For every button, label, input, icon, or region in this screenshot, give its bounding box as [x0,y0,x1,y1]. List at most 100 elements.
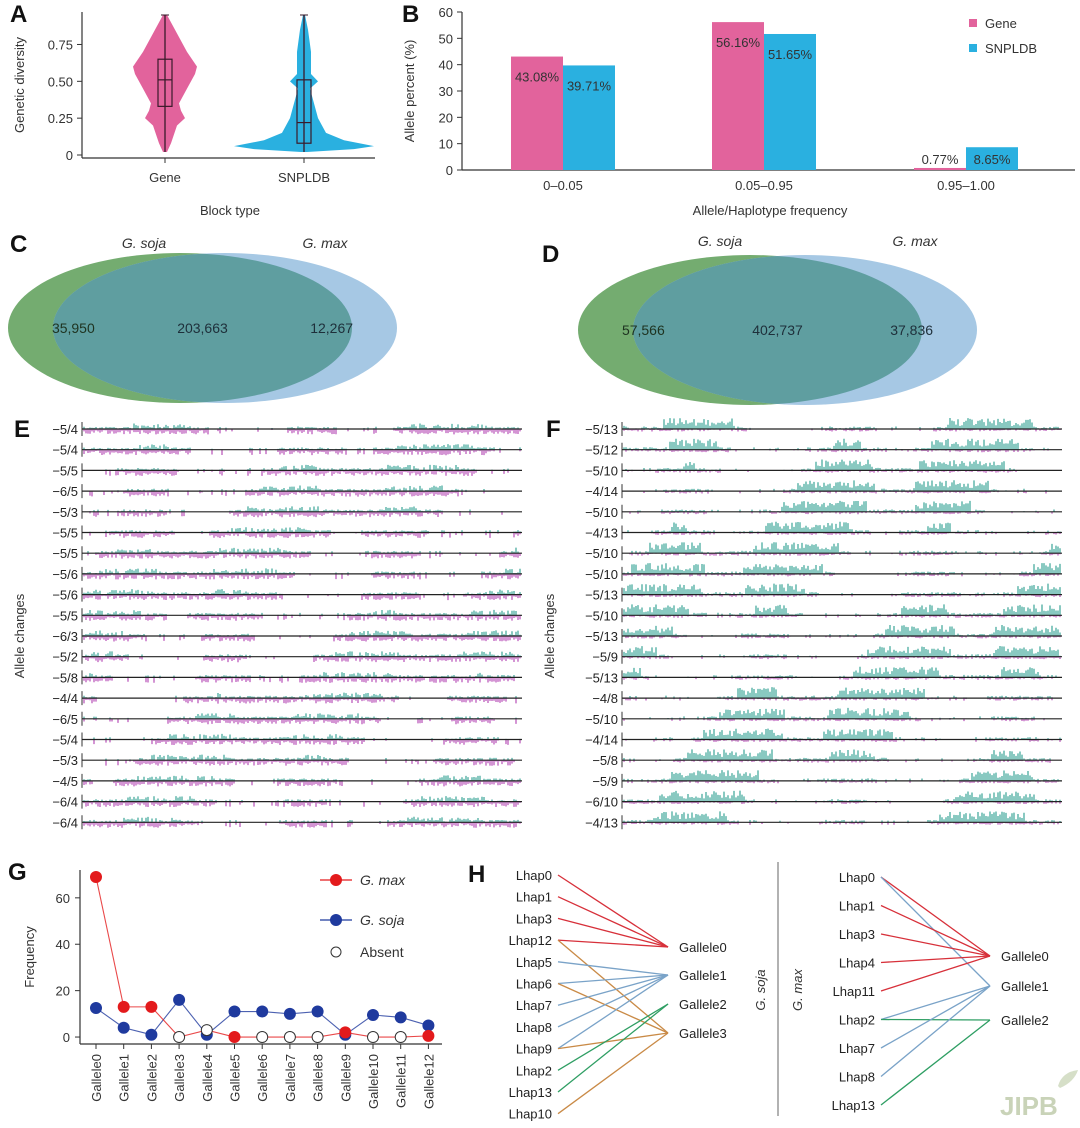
track-positive-changes [623,625,1061,636]
track-positive-changes [83,651,521,657]
track-label: −5/4 [52,443,78,458]
track-positive-changes [625,728,1061,740]
track-positive-changes [83,568,521,574]
track-positive-changes [83,672,515,678]
track-negative-changes [83,429,521,435]
panel-a-violin-chart: A 0 0.25 0.50 0.75 Genetic diversity Gene SNPL… [10,1,375,218]
track-positive-changes [627,521,1061,533]
track-label: −5/9 [592,650,618,665]
track-negative-changes [83,573,521,580]
link [880,985,991,1078]
point-g-soja [228,1005,241,1018]
node-haplotype: Lhap12 [509,933,552,948]
track-positive-changes [623,687,1053,699]
link [557,874,669,948]
legend-label: Gene [985,16,1017,31]
track-positive-changes [83,609,521,616]
track-negative-changes [89,491,485,497]
node-haplotype: Lhap11 [833,984,875,999]
track-label: −5/10 [585,546,618,561]
track-label: −4/14 [585,484,618,499]
track-negative-changes [105,470,509,476]
link [880,985,991,1049]
track-positive-changes [83,775,521,781]
x-tick-label: Gene [149,170,181,185]
track-positive-changes [623,646,1061,657]
node-haplotype: Lhap0 [516,868,552,883]
track-positive-changes [623,438,1049,450]
track-negative-changes [83,698,517,704]
track-positive-changes [83,423,521,429]
track-positive-changes [83,692,517,699]
track-label: −5/3 [52,753,78,768]
node-gallele: Gallele2 [679,997,727,1012]
venn-count-overlap: 402,737 [752,322,803,338]
point-g-max [422,1029,435,1042]
track-negative-changes [83,677,515,683]
track-label: −5/13 [585,422,618,437]
link [557,1032,669,1050]
node-haplotype: Lhap7 [516,998,552,1013]
track-positive-changes [623,749,1051,761]
link [557,896,669,948]
track-negative-changes [83,615,521,621]
y-axis-label: Frequency [22,926,37,988]
track-positive-changes [625,459,1017,471]
track-positive-changes [105,754,515,761]
y-tick-label: 10 [439,137,453,152]
y-tick-label: 30 [439,84,453,99]
point-g-soja [117,1021,130,1034]
x-tick-label: Gallele12 [421,1054,436,1109]
point-g-soja [311,1005,324,1018]
panel-c-venn-diagram: C G. soja G. max 35,950 203,663 12,267 [8,231,397,403]
panel-d-venn-diagram: D G. soja G. max 57,566 402,737 37,836 [542,233,977,405]
legend-swatch [969,19,977,27]
track-label: −5/13 [585,588,618,603]
x-tick-label: Gallele11 [394,1054,409,1108]
track-label: −4/13 [585,815,618,830]
track-positive-changes [623,811,1061,823]
link [880,985,991,1021]
track-negative-changes [87,553,521,559]
point-g-soja [90,1002,102,1015]
node-haplotype: Lhap0 [839,870,875,885]
bar-snpldb [563,65,615,170]
track-label: −5/5 [52,526,78,541]
node-haplotype: Lhap7 [839,1041,875,1056]
track-negative-changes [83,594,521,601]
y-tick-label: 20 [56,984,70,999]
node-gallele: Gallele1 [679,968,727,983]
legend-marker-absent [330,946,342,958]
link [557,974,669,1028]
link [557,1003,669,1071]
track-positive-changes [105,464,509,471]
x-tick-label: Gallele1 [117,1054,132,1102]
point-g-max [90,870,102,883]
x-tick-label: Gallele2 [144,1054,159,1102]
x-tick-label: 0.05–0.95 [735,178,793,193]
node-haplotype: Lhap3 [516,911,552,926]
track-negative-changes [89,511,503,518]
x-tick-label: Gallele8 [311,1054,326,1102]
venn-overlap [53,253,352,403]
x-tick-label: Gallele9 [338,1054,353,1102]
track-label: −4/14 [585,733,618,748]
point-absent [200,1024,213,1037]
link [557,939,669,1034]
node-gallele: Gallele2 [1001,1013,1049,1028]
data-label: 43.08% [515,70,560,85]
link [880,904,991,957]
track-positive-changes [623,563,1061,574]
venn-count-soja-only: 57,566 [622,322,665,338]
link [880,1018,991,1021]
node-haplotype: Lhap2 [516,1063,552,1078]
y-tick-label: 0 [66,148,73,163]
data-label: 0.77% [922,152,959,167]
track-label: −5/10 [585,712,618,727]
legend-label: SNPLDB [985,41,1037,56]
jipb-watermark: JIPB [1000,1091,1058,1121]
track-label: −5/2 [52,650,78,665]
point-g-soja [145,1028,158,1041]
y-tick-label: 0.75 [48,37,73,52]
panel-label-f: F [546,416,561,443]
